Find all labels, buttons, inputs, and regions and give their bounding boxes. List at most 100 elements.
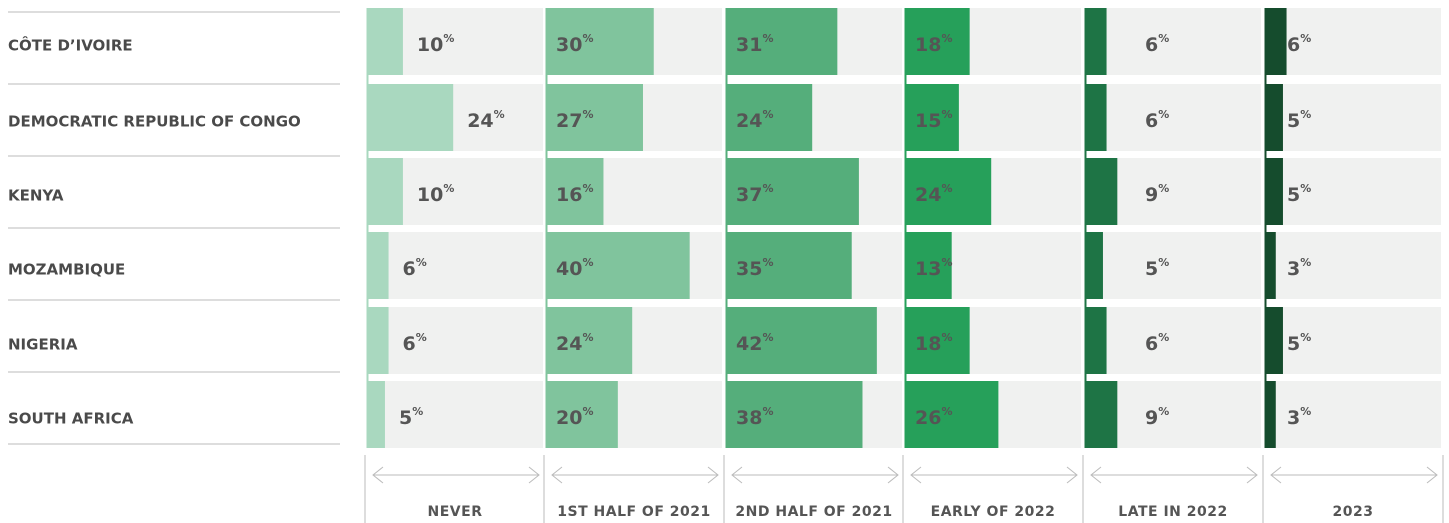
legend-label: 2ND HALF OF 2021 [735, 504, 892, 520]
value-unit: % [762, 331, 773, 344]
value-unit: % [941, 331, 952, 344]
value-number: 16 [556, 184, 582, 206]
value-unit: % [582, 331, 593, 344]
value-unit: % [1158, 331, 1169, 344]
country-label: MOZAMBIQUE [8, 261, 125, 279]
value-number: 10 [417, 34, 443, 56]
value-label: 5% [1287, 331, 1311, 355]
value-unit: % [1300, 108, 1311, 121]
bar [1265, 381, 1276, 448]
value-label: 24% [467, 108, 504, 132]
bar [726, 84, 813, 151]
legend-label: 1ST HALF OF 2021 [557, 504, 710, 520]
value-number: 15 [915, 110, 941, 132]
value-unit: % [443, 32, 454, 45]
bar-background [367, 307, 543, 374]
value-unit: % [762, 182, 773, 195]
bar [726, 381, 863, 448]
bar [726, 307, 877, 374]
bar [905, 232, 952, 299]
bar-background [1265, 232, 1441, 299]
bar-background [1085, 307, 1261, 374]
bar [1085, 158, 1118, 225]
value-number: 35 [736, 258, 762, 280]
bar [1085, 307, 1107, 374]
value-number: 6 [1287, 34, 1300, 56]
value-unit: % [412, 405, 423, 418]
value-label: 3% [1287, 405, 1311, 429]
value-label: 13% [915, 256, 952, 280]
value-number: 6 [403, 258, 416, 280]
value-number: 26 [915, 407, 941, 429]
value-label: 38% [736, 405, 773, 429]
value-unit: % [1300, 256, 1311, 269]
value-number: 6 [1145, 110, 1158, 132]
bar-background [1265, 84, 1441, 151]
bar [1085, 8, 1107, 75]
value-label: 26% [915, 405, 952, 429]
bar [546, 158, 604, 225]
value-unit: % [1300, 182, 1311, 195]
value-number: 9 [1145, 184, 1158, 206]
value-unit: % [494, 108, 505, 121]
value-number: 24 [467, 110, 493, 132]
range-arrow [1090, 466, 1258, 484]
value-number: 18 [915, 34, 941, 56]
value-label: 6% [1145, 331, 1169, 355]
value-label: 10% [417, 32, 454, 56]
bar [1265, 232, 1276, 299]
value-label: 9% [1145, 182, 1169, 206]
value-number: 27 [556, 110, 582, 132]
value-label: 20% [556, 405, 593, 429]
value-unit: % [1300, 405, 1311, 418]
bar [546, 8, 654, 75]
bar [1265, 158, 1283, 225]
value-number: 3 [1287, 407, 1300, 429]
value-number: 9 [1145, 407, 1158, 429]
value-label: 6% [1287, 32, 1311, 56]
value-unit: % [416, 331, 427, 344]
value-number: 3 [1287, 258, 1300, 280]
value-number: 24 [736, 110, 762, 132]
range-arrow [731, 466, 899, 484]
value-label: 35% [736, 256, 773, 280]
bar [1085, 84, 1107, 151]
value-unit: % [941, 108, 952, 121]
bar [367, 381, 385, 448]
legend-label: 2023 [1333, 504, 1374, 520]
bar-background [1265, 381, 1441, 448]
bar [546, 232, 690, 299]
bar [726, 232, 852, 299]
value-label: 5% [1287, 108, 1311, 132]
value-unit: % [762, 108, 773, 121]
bar [905, 84, 959, 151]
bar [367, 8, 403, 75]
bar [905, 307, 970, 374]
range-arrow [1270, 466, 1438, 484]
value-number: 5 [1145, 258, 1158, 280]
value-unit: % [1158, 32, 1169, 45]
value-label: 24% [915, 182, 952, 206]
bar [546, 307, 633, 374]
value-number: 20 [556, 407, 582, 429]
value-label: 30% [556, 32, 593, 56]
value-label: 24% [736, 108, 773, 132]
value-unit: % [1158, 256, 1169, 269]
value-number: 6 [1145, 34, 1158, 56]
value-unit: % [762, 405, 773, 418]
value-number: 24 [556, 333, 582, 355]
value-unit: % [1300, 331, 1311, 344]
bar [1265, 8, 1287, 75]
value-label: 6% [1145, 32, 1169, 56]
value-unit: % [1158, 108, 1169, 121]
value-number: 18 [915, 333, 941, 355]
value-label: 31% [736, 32, 773, 56]
range-arrow [551, 466, 719, 484]
value-unit: % [582, 182, 593, 195]
value-unit: % [582, 108, 593, 121]
value-label: 5% [399, 405, 423, 429]
value-number: 13 [915, 258, 941, 280]
value-label: 24% [556, 331, 593, 355]
bar [367, 158, 403, 225]
